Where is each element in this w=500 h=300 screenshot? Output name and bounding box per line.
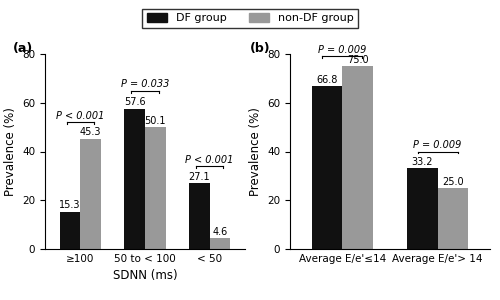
- Text: P = 0.033: P = 0.033: [121, 79, 169, 89]
- Bar: [210, 238, 230, 249]
- Text: (b): (b): [250, 42, 270, 55]
- Text: P < 0.001: P < 0.001: [186, 155, 234, 165]
- Text: P < 0.001: P < 0.001: [56, 111, 104, 121]
- Text: P = 0.009: P = 0.009: [318, 45, 366, 55]
- Bar: [189, 183, 210, 249]
- Text: 25.0: 25.0: [442, 177, 464, 187]
- Text: 15.3: 15.3: [60, 200, 81, 211]
- X-axis label: SDNN (ms): SDNN (ms): [112, 269, 178, 282]
- Text: 66.8: 66.8: [316, 75, 338, 85]
- Text: 33.2: 33.2: [412, 157, 433, 167]
- Text: 45.3: 45.3: [80, 128, 102, 137]
- Bar: [60, 212, 80, 249]
- Text: 4.6: 4.6: [212, 226, 228, 237]
- Y-axis label: Prevalence (%): Prevalence (%): [248, 107, 262, 196]
- Text: 50.1: 50.1: [144, 116, 166, 126]
- Bar: [80, 139, 101, 249]
- Text: 75.0: 75.0: [347, 55, 368, 65]
- Bar: [438, 188, 468, 249]
- Legend: DF group, non-DF group: DF group, non-DF group: [142, 9, 358, 28]
- Text: 57.6: 57.6: [124, 98, 146, 107]
- Bar: [145, 127, 166, 249]
- Text: 27.1: 27.1: [188, 172, 210, 182]
- Bar: [124, 109, 145, 249]
- Text: P = 0.009: P = 0.009: [414, 140, 462, 150]
- Bar: [342, 66, 373, 249]
- Text: (a): (a): [13, 42, 33, 55]
- Bar: [312, 86, 342, 249]
- Bar: [407, 168, 438, 249]
- Y-axis label: Prevalence (%): Prevalence (%): [4, 107, 16, 196]
